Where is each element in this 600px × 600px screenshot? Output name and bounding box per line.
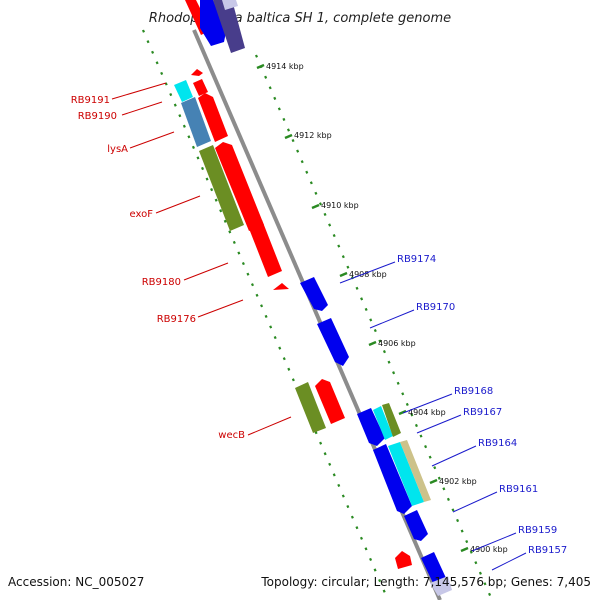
leader-line xyxy=(339,261,396,284)
leader-line xyxy=(491,552,527,571)
leader-line xyxy=(471,532,517,552)
leader-line xyxy=(452,491,498,513)
gene-rb9161[interactable] xyxy=(404,510,428,541)
gene-rb9190[interactable] xyxy=(181,97,211,147)
topology-text: Topology: circular; Length: 7,145,576 bp… xyxy=(260,575,591,589)
outer-dotted-ring xyxy=(254,54,494,600)
gene-arrow[interactable] xyxy=(430,576,452,596)
leader-line xyxy=(121,101,163,116)
gene-rb9168[interactable] xyxy=(357,408,385,446)
gene-label-rb9157[interactable]: RB9157 xyxy=(528,545,567,556)
gene-label-rb9167[interactable]: RB9167 xyxy=(463,407,502,418)
gene-lysa[interactable] xyxy=(199,145,244,231)
leader-line xyxy=(416,414,462,434)
tick-marks xyxy=(256,63,469,553)
gene-arrow[interactable] xyxy=(395,551,412,569)
kbp-label: 4912 kbp xyxy=(294,131,332,140)
gene-rb9174[interactable] xyxy=(300,277,328,311)
gene-arrow[interactable] xyxy=(222,0,238,10)
gene-label-rb9176[interactable]: RB9176 xyxy=(157,314,196,325)
gene-label-exof[interactable]: exoF xyxy=(130,209,154,220)
tick-mark xyxy=(368,340,377,347)
genome-backbone xyxy=(192,29,442,600)
gene-label-rb9159[interactable]: RB9159 xyxy=(518,525,557,536)
kbp-label: 4900 kbp xyxy=(470,545,508,554)
gene-arrow[interactable] xyxy=(382,403,401,437)
right-leaders xyxy=(339,261,527,571)
gene-label-rb9161[interactable]: RB9161 xyxy=(499,484,538,495)
gene-rb9191[interactable] xyxy=(174,80,193,102)
gene-rb9157[interactable] xyxy=(421,552,446,585)
leader-line xyxy=(129,131,175,149)
gene-label-rb9191[interactable]: RB9191 xyxy=(71,95,110,106)
gene-label-rb9170[interactable]: RB9170 xyxy=(416,302,455,313)
tick-mark xyxy=(339,271,348,278)
gene-arrow[interactable] xyxy=(193,79,208,96)
kbp-label: 4914 kbp xyxy=(266,62,304,71)
gene-rb9180[interactable] xyxy=(248,220,282,277)
gene-wecb[interactable] xyxy=(295,382,326,433)
gene-label-rb9190[interactable]: RB9190 xyxy=(78,111,117,122)
gene-rb9164[interactable] xyxy=(373,444,412,514)
leader-line xyxy=(197,299,244,318)
gene-rb9170[interactable] xyxy=(317,318,349,366)
kbp-label: 4906 kbp xyxy=(378,339,416,348)
leader-line xyxy=(183,262,229,281)
kbp-label: 4908 kbp xyxy=(349,270,387,279)
leader-line xyxy=(247,416,292,436)
tick-mark xyxy=(256,63,265,70)
tick-mark xyxy=(284,133,293,140)
tick-mark xyxy=(311,203,320,210)
gene-arrow[interactable] xyxy=(213,0,245,53)
gene-label-rb9174[interactable]: RB9174 xyxy=(397,254,436,265)
kbp-label: 4910 kbp xyxy=(321,201,359,210)
leader-line xyxy=(402,393,453,414)
gene-arrow[interactable] xyxy=(400,440,431,502)
gene-arrow[interactable] xyxy=(388,442,424,506)
tick-mark xyxy=(429,478,438,485)
gene-rb9167[interactable] xyxy=(373,406,393,440)
leader-line xyxy=(369,309,415,329)
gene-arrow[interactable] xyxy=(200,0,226,46)
gene-label-rb9164[interactable]: RB9164 xyxy=(478,438,517,449)
gene-label-wecb[interactable]: wecB xyxy=(218,430,245,441)
gene-exof[interactable] xyxy=(215,142,264,231)
leader-line xyxy=(431,445,477,467)
gene-arrow[interactable] xyxy=(191,69,203,76)
gene-label-rb9168[interactable]: RB9168 xyxy=(454,386,493,397)
gene-arrow[interactable] xyxy=(315,379,345,424)
gene-arrow[interactable] xyxy=(198,93,228,142)
tick-mark xyxy=(398,409,407,416)
gene-label-lysa[interactable]: lysA xyxy=(107,144,128,155)
leader-line xyxy=(111,82,167,100)
left-leaders xyxy=(111,82,292,436)
gene-label-rb9180[interactable]: RB9180 xyxy=(142,277,181,288)
accession-text: Accession: NC_005027 xyxy=(8,575,144,589)
gene-rb9176[interactable] xyxy=(273,283,289,290)
leader-line xyxy=(155,195,201,214)
tick-mark xyxy=(460,546,469,553)
kbp-label: 4902 kbp xyxy=(439,477,477,486)
kbp-label: 4904 kbp xyxy=(408,408,446,417)
